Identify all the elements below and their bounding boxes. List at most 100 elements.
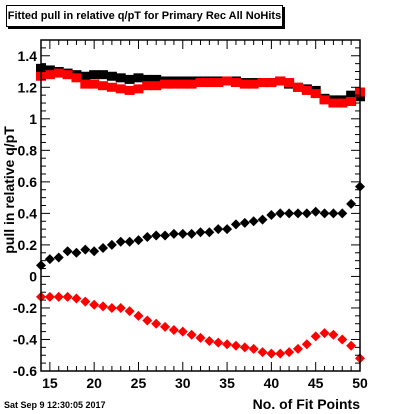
data-point-series-4 <box>177 326 188 337</box>
data-point-series-4 <box>124 306 135 317</box>
chart-title-box: Fitted pull in relative q/pT for Primary… <box>6 5 283 27</box>
data-point-series-4 <box>222 339 233 350</box>
data-point-series-4 <box>310 331 321 342</box>
data-point-series-4 <box>133 310 144 321</box>
data-point-series-2 <box>44 70 55 80</box>
y-tick-label: 0.8 <box>18 142 38 158</box>
y-tick-label: 1.2 <box>18 79 38 95</box>
data-point-series-2 <box>346 96 357 106</box>
data-point-series-4 <box>195 332 206 343</box>
data-point-series-1 <box>133 73 144 83</box>
data-point-series-3 <box>53 252 64 263</box>
data-point-series-3 <box>284 208 295 219</box>
data-point-series-3 <box>319 208 330 219</box>
chart-title: Fitted pull in relative q/pT for Primary… <box>7 10 282 22</box>
data-point-series-1 <box>142 74 153 84</box>
x-tick-label: 20 <box>86 375 102 391</box>
data-point-series-2 <box>310 89 321 99</box>
data-point-series-3 <box>230 219 241 230</box>
data-point-series-2 <box>151 81 162 91</box>
data-point-series-3 <box>89 246 100 257</box>
data-point-series-2 <box>301 85 312 95</box>
y-tick-label: 0.4 <box>18 205 38 221</box>
y-tick-label: -0.4 <box>13 331 37 347</box>
x-tick-label: 45 <box>308 375 324 391</box>
data-point-series-3 <box>151 230 162 241</box>
data-point-series-4 <box>230 340 241 351</box>
data-point-series-2 <box>213 78 224 88</box>
data-point-series-2 <box>89 79 100 89</box>
data-point-series-3 <box>195 227 206 238</box>
data-point-series-3 <box>124 236 135 247</box>
data-point-series-2 <box>275 76 286 86</box>
data-point-series-3 <box>106 239 117 250</box>
y-tick-label: -0.2 <box>13 300 37 316</box>
y-tick-label: 0.6 <box>18 174 38 190</box>
data-point-series-2 <box>168 79 179 89</box>
data-point-series-2 <box>204 78 215 88</box>
data-point-series-4 <box>160 321 171 332</box>
y-tick-label: 0 <box>29 268 37 284</box>
data-point-series-4 <box>266 348 277 359</box>
x-tick-label: 30 <box>175 375 191 391</box>
data-point-series-3 <box>292 208 303 219</box>
data-point-series-3 <box>115 236 126 247</box>
data-point-series-4 <box>53 291 64 302</box>
data-point-series-3 <box>310 206 321 217</box>
data-point-series-2 <box>160 79 171 89</box>
data-point-series-2 <box>319 95 330 105</box>
data-point-series-4 <box>80 296 91 307</box>
y-tick-label: -0.6 <box>13 363 37 379</box>
data-point-series-3 <box>346 198 357 209</box>
data-point-series-3 <box>177 228 188 239</box>
y-tick-label: 1.4 <box>18 48 38 64</box>
data-point-series-4 <box>62 291 73 302</box>
data-point-series-3 <box>328 208 339 219</box>
data-point-series-2 <box>53 68 64 78</box>
data-point-series-4 <box>275 348 286 359</box>
data-point-series-3 <box>213 224 224 235</box>
data-point-series-4 <box>98 301 109 312</box>
data-point-series-4 <box>301 339 312 350</box>
data-point-series-3 <box>168 228 179 239</box>
data-point-series-3 <box>222 224 233 235</box>
data-point-series-1 <box>124 74 135 84</box>
data-point-series-1 <box>346 90 357 100</box>
data-point-series-2 <box>115 84 126 94</box>
data-point-series-1 <box>89 70 100 80</box>
data-point-series-4 <box>151 318 162 329</box>
data-point-series-3 <box>133 235 144 246</box>
data-point-series-4 <box>106 302 117 313</box>
data-point-series-2 <box>195 78 206 88</box>
x-tick-label: 35 <box>219 375 235 391</box>
data-point-series-3 <box>142 232 153 243</box>
data-point-series-2 <box>248 79 259 89</box>
timestamp: Sat Sep 9 12:30:05 2017 <box>4 400 106 410</box>
data-point-series-2 <box>142 81 153 91</box>
x-axis: 15 20 25 30 35 40 45 50 <box>40 40 368 391</box>
data-point-series-2 <box>62 70 73 80</box>
x-tick-label: 50 <box>352 375 368 391</box>
data-point-series-1 <box>151 74 162 84</box>
data-point-series-1 <box>106 71 117 81</box>
data-point-series-2 <box>266 78 277 88</box>
data-point-series-4 <box>248 343 259 354</box>
data-point-series-2 <box>239 79 250 89</box>
data-point-series-2 <box>292 82 303 92</box>
y-tick-label: 1 <box>29 111 37 127</box>
data-point-series-2 <box>106 82 117 92</box>
data-point-series-4 <box>142 315 153 326</box>
data-point-series-4 <box>89 299 100 310</box>
data-point-series-1 <box>98 70 109 80</box>
data-point-series-3 <box>204 227 215 238</box>
data-point-series-2 <box>337 98 348 108</box>
data-point-series-4 <box>319 328 330 339</box>
data-point-series-2 <box>71 73 82 83</box>
data-point-series-4 <box>346 340 357 351</box>
data-point-series-2 <box>222 76 233 86</box>
data-point-series-2 <box>284 78 295 88</box>
y-tick-label: 0.2 <box>18 237 38 253</box>
y-axis-label: pull in relative q/pT <box>1 126 17 254</box>
data-point-series-3 <box>301 208 312 219</box>
data-point-series-3 <box>337 208 348 219</box>
